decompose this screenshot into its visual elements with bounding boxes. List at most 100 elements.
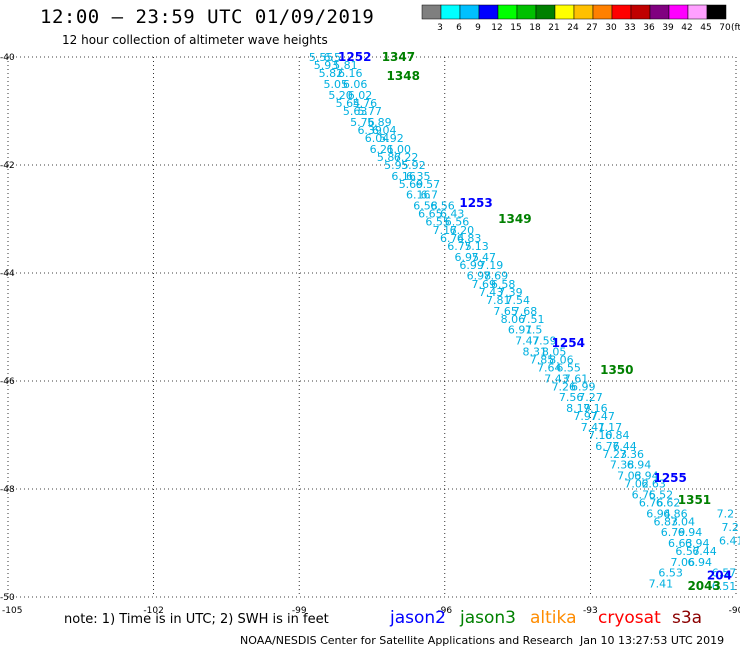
wave-height-value: 7.04 [670, 515, 695, 528]
wave-height-value: 6.84 [605, 429, 630, 442]
wave-height-values: 5.556.55.935.815.826.165.056.065.206.025… [309, 51, 740, 593]
wave-height-value: 6.04 [365, 132, 390, 145]
wave-height-value: 6.91 [508, 324, 532, 337]
lat-tick-label: -40 [0, 53, 15, 63]
lat-tick-label: -48 [0, 485, 15, 495]
wave-height-value: 6.06 [343, 78, 368, 91]
wave-height-value: 7.5 [525, 324, 543, 337]
wave-height-value: 7.47 [471, 251, 496, 264]
lon-tick-label: -96 [437, 606, 452, 616]
wave-height-value: 6.63 [668, 537, 693, 550]
wave-height-value: 6.02 [348, 89, 373, 102]
legend-label: 39 [662, 23, 674, 33]
wave-height-value: 7.69 [471, 278, 496, 291]
pass-time-label: 1349 [498, 212, 531, 226]
wave-height-value: 6.56 [445, 216, 470, 229]
pass-times: 1252 1347 1348 1253 1349 1254 1350 1255 1351 2042… [338, 50, 732, 593]
wave-height-value: 5.93 [314, 59, 339, 72]
legend-unit: (ft) [731, 23, 740, 33]
wave-height-value: 6.39 [357, 124, 382, 137]
legend-swatch [516, 4, 537, 20]
wave-height-value: 7.47 [515, 335, 540, 348]
wave-height-value: 6.76 [639, 497, 664, 510]
credit-text: NOAA/NESDIS Center for Satellite Applica… [240, 634, 574, 647]
generated-timestamp: Jan 10 13:27:53 UTC 2019 [580, 634, 725, 647]
wave-height-value: 6.75 [447, 240, 472, 253]
wave-height-value: 6.83 [653, 515, 678, 528]
wave-height-value: 6.21 [370, 143, 395, 156]
wave-height-value: 6.51 [712, 580, 737, 593]
wave-height-value: 8.31 [522, 345, 547, 358]
pass-time-label: 1348 [387, 69, 420, 83]
page-subtitle: 12 hour collection of altimeter wave hei… [62, 33, 328, 47]
wave-height-value: 7.69 [484, 270, 509, 283]
wave-height-value: 5.55 [309, 51, 334, 64]
wave-height-value: 6.94 [634, 470, 659, 483]
wave-height-value: 5.69 [399, 178, 424, 191]
wave-height-value: 6.86 [663, 507, 688, 520]
wave-height-value: 7.03 [617, 470, 642, 483]
wave-height-value: 6.98 [467, 270, 492, 283]
wave-height-value: 8.06 [549, 353, 574, 366]
pass-time-label: 204 [707, 568, 732, 582]
legend-label: 24 [567, 23, 579, 33]
wave-height-value: 7.23 [603, 448, 628, 461]
legend-swatch [649, 4, 670, 20]
wave-height-value: 7.2 [721, 521, 739, 534]
wave-height-value: 7.02 [624, 478, 649, 491]
lon-tick-label: -99 [292, 606, 307, 616]
wave-height-value: 7.56 [559, 391, 584, 404]
legend-label: 12 [491, 23, 502, 33]
wave-height-value: 7.44 [612, 440, 637, 453]
legend-label: 30 [605, 23, 617, 33]
legend-label: 33 [624, 23, 635, 33]
legend-swatch [573, 4, 594, 20]
lat-tick-label: -50 [0, 593, 15, 603]
wave-height-value: 7.36 [620, 448, 645, 461]
pass-time-label: 1347 [382, 50, 415, 64]
lon-tick-label: -105 [2, 606, 22, 616]
wave-height-value: 7.10 [588, 429, 613, 442]
wave-height-value: 6.20 [450, 224, 475, 237]
wave-height-value: 5.77 [357, 105, 382, 118]
pass-time-label: 1351 [678, 493, 711, 507]
wave-height-value: 6.53 [658, 567, 683, 580]
legend-swatch [630, 4, 651, 20]
wave-height-value: 7.26 [552, 380, 577, 393]
legend-label: 18 [529, 23, 541, 33]
wave-height-value: 7.13 [464, 240, 489, 253]
wave-height-value: 7.43 [544, 372, 569, 385]
wave-height-value: 7.43 [479, 286, 504, 299]
legend-swatch [611, 4, 632, 20]
wave-height-value: 6.76 [595, 440, 620, 453]
wave-height-value: 6.35 [406, 170, 431, 183]
wave-height-value: 7.16 [583, 402, 608, 415]
wave-height-value: 5.81 [333, 59, 358, 72]
satellite-jason2: jason2 [390, 608, 446, 628]
wave-height-value: 6.94 [627, 459, 652, 472]
wave-height-value: 6.16 [338, 67, 363, 80]
wave-height-value: 6.55 [425, 216, 450, 229]
legend-swatch [706, 4, 727, 20]
wave-height-value: 6.5 [323, 51, 341, 64]
wave-height-value: 6.94 [678, 526, 703, 539]
legend-swatch [421, 4, 442, 20]
wave-height-value: 6.94 [685, 537, 710, 550]
wave-height-value: 5.63 [343, 105, 368, 118]
wave-height-value: 6.55 [556, 362, 581, 375]
satellite-jason3: jason3 [460, 608, 516, 628]
wave-height-value: 7.47 [590, 410, 615, 423]
wave-height-value: 6.62 [656, 497, 681, 510]
legend-swatch [554, 4, 575, 20]
wave-height-value: 6.16 [391, 170, 416, 183]
wave-height-value: 7.2 [717, 507, 735, 520]
wave-height-value: 6.65 [418, 208, 443, 221]
wave-height-value: 6.56 [430, 200, 455, 213]
legend-swatch [687, 4, 708, 20]
pass-time-label: 1253 [459, 196, 492, 210]
legend-swatch [497, 4, 518, 20]
wave-height-value: 7.85 [530, 353, 555, 366]
wave-height-value: 6.75 [632, 488, 657, 501]
wave-height-value: 7.17 [433, 224, 458, 237]
